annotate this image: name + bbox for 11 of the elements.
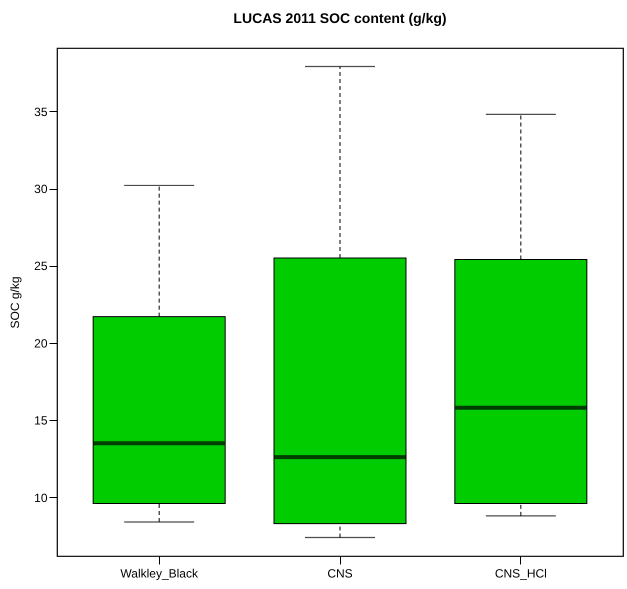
- y-tick-label: 10: [34, 490, 48, 505]
- y-tick-label: 15: [34, 414, 48, 428]
- x-tick-label: Walkley_Black: [120, 566, 199, 580]
- chart-title: LUCAS 2011 SOC content (g/kg): [233, 10, 447, 26]
- y-tick-label: 35: [34, 104, 48, 119]
- x-tick-label: CNS: [327, 566, 353, 580]
- y-tick-label: 25: [34, 259, 48, 274]
- x-tick-label: CNS_HCl: [494, 566, 547, 580]
- y-axis-title: SOC g/kg: [8, 276, 22, 329]
- y-tick-label: 30: [34, 182, 48, 196]
- y-tick-label: 20: [34, 336, 48, 350]
